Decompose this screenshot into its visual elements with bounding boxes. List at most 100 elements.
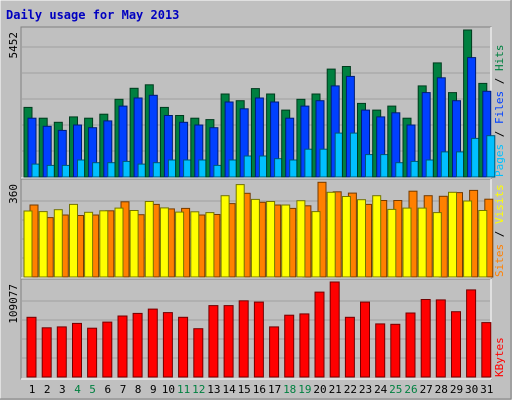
x-label-day-18: 18 xyxy=(283,383,296,396)
bar-kbytes-day-26 xyxy=(405,312,416,378)
y-max-label-kbytes: 109077 xyxy=(7,284,20,324)
x-label-day-13: 13 xyxy=(207,383,220,396)
bar-visits-day-11 xyxy=(175,211,185,278)
bar-visits-day-19 xyxy=(296,200,306,278)
x-label-day-8: 8 xyxy=(135,383,142,396)
bar-kbytes-day-17 xyxy=(269,326,280,378)
bar-kbytes-day-21 xyxy=(329,281,340,378)
bar-visits-day-22 xyxy=(341,196,351,278)
bar-visits-day-23 xyxy=(357,199,366,278)
y-max-label-visits-sites: 360 xyxy=(7,184,20,204)
bar-visits-day-1 xyxy=(23,210,33,278)
bar-kbytes-day-31 xyxy=(481,322,492,378)
bar-kbytes-day-23 xyxy=(360,301,370,378)
x-label-day-29: 29 xyxy=(450,383,463,396)
legend-kbytes: KBytes xyxy=(493,337,506,377)
x-label-day-4: 4 xyxy=(74,383,81,396)
bar-kbytes-day-1 xyxy=(26,316,37,378)
x-label-day-7: 7 xyxy=(120,383,127,396)
bar-pages-day-31 xyxy=(486,135,496,178)
bar-kbytes-day-20 xyxy=(314,291,325,378)
bar-visits-day-17 xyxy=(266,201,276,278)
x-label-day-12: 12 xyxy=(192,383,205,396)
legend-pages: Pages xyxy=(493,144,506,177)
bar-visits-day-6 xyxy=(99,210,109,278)
bar-visits-day-20 xyxy=(311,211,321,278)
bar-visits-day-2 xyxy=(38,211,48,278)
legend-separator: / xyxy=(493,124,506,144)
x-label-day-16: 16 xyxy=(253,383,266,396)
legend-hits: Hits xyxy=(493,45,506,72)
x-label-day-22: 22 xyxy=(344,383,357,396)
bar-visits-day-16 xyxy=(250,198,260,278)
legend-kbytes: KBytes xyxy=(493,337,506,377)
bar-kbytes-day-2 xyxy=(41,327,52,378)
bar-visits-day-31 xyxy=(478,210,488,278)
bar-visits-day-25 xyxy=(387,208,397,278)
bar-kbytes-day-22 xyxy=(344,316,355,378)
x-label-day-19: 19 xyxy=(298,383,311,396)
bar-kbytes-day-12 xyxy=(193,328,204,378)
bars xyxy=(23,29,496,378)
bar-kbytes-day-7 xyxy=(117,315,128,378)
x-label-day-10: 10 xyxy=(162,383,175,396)
bar-kbytes-day-14 xyxy=(223,305,234,378)
legend-hits-files-pages: Pages / Files / Hits xyxy=(493,45,506,178)
bar-visits-day-28 xyxy=(432,212,442,278)
bar-visits-day-12 xyxy=(190,211,200,278)
bar-kbytes-day-8 xyxy=(132,312,143,378)
bar-kbytes-day-11 xyxy=(178,316,189,378)
bar-kbytes-day-5 xyxy=(87,327,98,378)
bar-kbytes-day-18 xyxy=(284,314,295,378)
x-label-day-17: 17 xyxy=(268,383,281,396)
bar-visits-day-29 xyxy=(448,191,457,278)
x-label-day-5: 5 xyxy=(89,383,96,396)
x-label-day-24: 24 xyxy=(374,383,388,396)
bar-visits-day-30 xyxy=(463,200,473,278)
bar-kbytes-day-16 xyxy=(253,301,264,378)
x-label-day-15: 15 xyxy=(238,383,251,396)
x-axis-day-labels: 1 2 3 4 5 6 7 8 9 10 11 12 13 14 15 16 17 18 19 20 21 22 23 24 2… xyxy=(29,383,494,396)
bar-visits-day-8 xyxy=(129,210,139,278)
bar-visits-day-15 xyxy=(235,184,245,278)
bar-kbytes-day-3 xyxy=(56,326,67,378)
legend-separator: / xyxy=(493,71,506,91)
bar-kbytes-day-10 xyxy=(162,312,173,378)
bar-visits-day-3 xyxy=(53,209,63,278)
x-label-day-14: 14 xyxy=(222,383,236,396)
x-label-day-23: 23 xyxy=(359,383,372,396)
bar-kbytes-day-29 xyxy=(451,311,461,378)
bar-kbytes-day-27 xyxy=(420,299,431,378)
x-label-day-30: 30 xyxy=(465,383,478,396)
bar-visits-day-21 xyxy=(326,191,336,278)
x-label-day-6: 6 xyxy=(104,383,111,396)
y-axis-labels: 5452 360 109077 xyxy=(7,32,20,324)
legend-files: Files xyxy=(493,91,506,124)
x-label-day-21: 21 xyxy=(329,383,342,396)
y-max-label-hits-files-pages: 5452 xyxy=(7,32,20,59)
bar-kbytes-day-6 xyxy=(102,321,113,378)
bar-visits-day-26 xyxy=(402,207,412,278)
bar-kbytes-day-4 xyxy=(72,322,82,378)
x-label-day-9: 9 xyxy=(150,383,157,396)
bar-kbytes-day-28 xyxy=(435,299,446,378)
bar-kbytes-day-15 xyxy=(238,300,249,378)
x-label-day-11: 11 xyxy=(177,383,190,396)
bar-visits-day-5 xyxy=(84,211,94,278)
bar-kbytes-day-9 xyxy=(147,308,158,378)
x-label-day-31: 31 xyxy=(480,383,493,396)
bar-visits-day-18 xyxy=(281,204,291,278)
x-label-day-27: 27 xyxy=(420,383,433,396)
bar-visits-day-24 xyxy=(372,195,382,278)
legend-sites: Sites xyxy=(493,244,506,277)
legend-visits-sites: Sites / Visits xyxy=(493,184,506,277)
chart-title: Daily usage for May 2013 xyxy=(6,8,179,22)
legends: Pages / Files / Hits Sites / Visits KBytes xyxy=(493,45,506,378)
bar-kbytes-day-24 xyxy=(375,323,386,378)
legend-separator: / xyxy=(493,224,506,244)
bar-kbytes-day-25 xyxy=(390,323,401,378)
bar-visits-day-14 xyxy=(220,195,230,278)
x-label-day-1: 1 xyxy=(29,383,36,396)
x-label-day-28: 28 xyxy=(435,383,448,396)
